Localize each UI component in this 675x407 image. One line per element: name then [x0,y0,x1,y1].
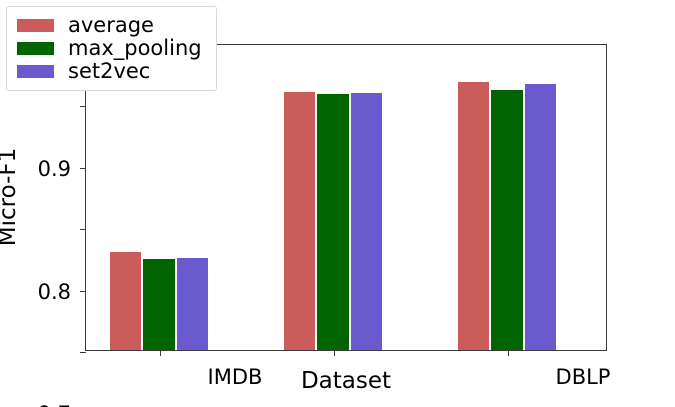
bar-imdb-average [109,252,142,350]
y-axis-title: Micro-F1 [0,147,21,247]
bar-acm-set2vec [524,83,557,350]
x-tick-mark: IMDB [160,350,262,389]
y-tick-label: 0.8 [37,279,71,304]
plot-area: 0.50.60.70.80.91.0 IMDBDBLPACM [38,34,611,407]
y-tick-label: 0.7 [38,402,71,407]
legend-label-max_pooling: max_pooling [68,36,202,60]
x-axis-title: Dataset [300,368,392,394]
legend-item-average: average [17,14,202,37]
legend-swatch-set2vec [17,65,54,78]
y-tick-mark: 0.7 [38,229,86,407]
bar-imdb-max_pooling [143,259,175,350]
legend-swatch-max_pooling [17,42,54,55]
bar-acm-max_pooling [491,89,523,350]
x-tick-mark: DBLP [334,350,610,389]
bar-dblp-average [283,91,316,350]
legend: average max_pooling set2vec [6,6,217,91]
y-tick-mark: 0.6 [80,290,86,292]
legend-swatch-average [17,19,54,32]
y-tick-mark: 0.8 [38,167,86,304]
x-tick-mark: ACM [508,350,509,356]
y-tick-mark: 0.9 [38,106,86,181]
legend-label-average: average [68,13,154,37]
x-tick-label-dblp: DBLP [555,365,611,389]
bar-dblp-max_pooling [317,93,349,350]
x-tick-label-imdb: IMDB [207,365,263,389]
y-tick-label: 0.9 [37,156,71,181]
bar-acm-average [457,81,490,350]
legend-label-set2vec: set2vec [68,59,151,83]
legend-item-set2vec: set2vec [17,60,202,83]
y-tick-mark: 0.5 [80,352,86,353]
bar-imdb-set2vec [176,257,209,350]
bar-dblp-set2vec [350,93,383,350]
legend-item-max_pooling: max_pooling [17,37,202,60]
